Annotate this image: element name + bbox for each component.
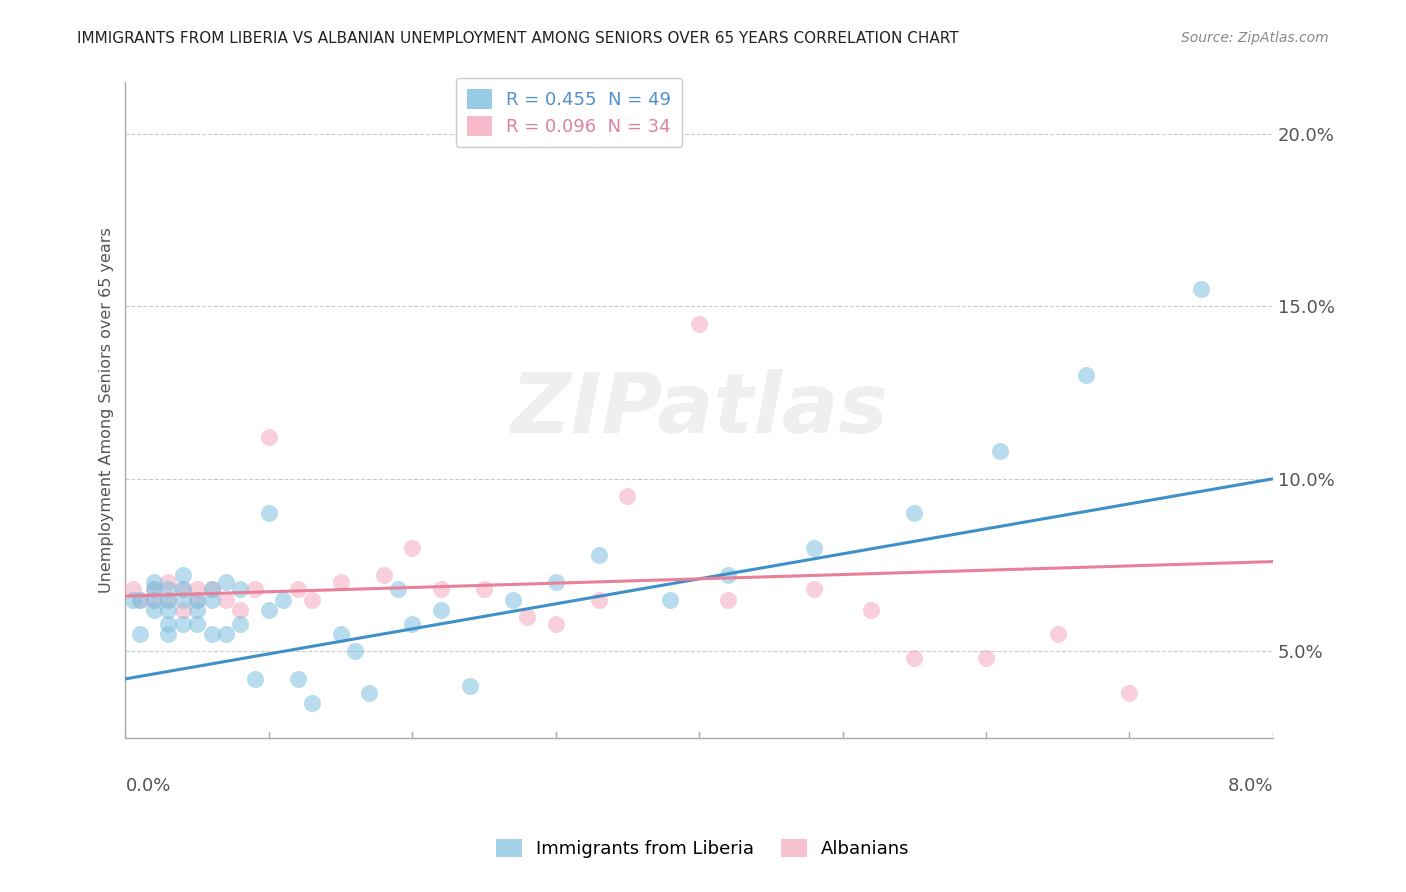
Point (215, 575, 238, 590)
Point (143, 592, 166, 607)
Point (157, 616, 180, 631)
Point (143, 575, 166, 590)
Point (143, 592, 166, 607)
Text: IMMIGRANTS FROM LIBERIA VS ALBANIAN UNEMPLOYMENT AMONG SENIORS OVER 65 YEARS COR: IMMIGRANTS FROM LIBERIA VS ALBANIAN UNEM… (77, 31, 959, 46)
Point (200, 627, 222, 641)
Point (903, 506, 925, 520)
Point (430, 603, 453, 617)
Point (186, 592, 208, 607)
Point (257, 603, 280, 617)
Point (200, 592, 222, 607)
Text: Source: ZipAtlas.com: Source: ZipAtlas.com (1181, 31, 1329, 45)
Text: 0.0%: 0.0% (125, 777, 172, 795)
Point (157, 627, 180, 641)
Point (717, 568, 740, 582)
Point (287, 582, 309, 597)
Point (287, 672, 309, 686)
Point (472, 582, 495, 597)
Point (1189, 282, 1212, 296)
Point (229, 603, 252, 617)
Point (143, 603, 166, 617)
Point (128, 592, 150, 607)
Point (157, 582, 180, 597)
Point (616, 489, 638, 503)
Point (974, 651, 997, 665)
Text: ZIPatlas: ZIPatlas (510, 369, 889, 450)
Y-axis label: Unemployment Among Seniors over 65 years: Unemployment Among Seniors over 65 years (100, 227, 114, 592)
Point (516, 609, 538, 624)
Point (186, 582, 208, 597)
Point (860, 603, 883, 617)
Point (186, 616, 208, 631)
Point (172, 582, 194, 597)
Point (172, 568, 194, 582)
Point (172, 592, 194, 607)
Point (128, 627, 150, 641)
Point (128, 592, 150, 607)
Point (200, 582, 222, 597)
Point (401, 541, 423, 555)
Point (121, 582, 143, 597)
Point (343, 644, 366, 658)
Point (172, 582, 194, 597)
Point (544, 616, 567, 631)
Point (157, 592, 180, 607)
Point (458, 679, 481, 693)
Point (803, 541, 825, 555)
Legend: Immigrants from Liberia, Albanians: Immigrants from Liberia, Albanians (489, 831, 917, 865)
Point (186, 592, 208, 607)
Text: 8.0%: 8.0% (1227, 777, 1272, 795)
Point (373, 568, 395, 582)
Point (1076, 368, 1098, 383)
Point (186, 603, 208, 617)
Point (688, 317, 710, 331)
Point (172, 616, 194, 631)
Point (659, 592, 682, 607)
Point (401, 616, 423, 631)
Point (257, 430, 280, 444)
Point (143, 582, 166, 597)
Point (803, 582, 825, 597)
Point (229, 582, 252, 597)
Point (301, 696, 323, 710)
Point (257, 506, 280, 520)
Point (243, 582, 266, 597)
Point (1118, 686, 1140, 700)
Point (544, 575, 567, 590)
Point (143, 582, 166, 597)
Point (121, 592, 143, 607)
Point (387, 582, 409, 597)
Point (430, 582, 453, 597)
Point (502, 592, 524, 607)
Point (215, 627, 238, 641)
Point (329, 627, 352, 641)
Point (271, 592, 294, 607)
Legend: R = 0.455  N = 49, R = 0.096  N = 34: R = 0.455 N = 49, R = 0.096 N = 34 (456, 78, 682, 147)
Point (329, 575, 352, 590)
Point (157, 603, 180, 617)
Point (172, 603, 194, 617)
Point (301, 592, 323, 607)
Point (588, 548, 610, 562)
Point (359, 686, 381, 700)
Point (215, 592, 238, 607)
Point (990, 444, 1012, 458)
Point (243, 672, 266, 686)
Point (903, 651, 925, 665)
Point (157, 592, 180, 607)
Point (229, 616, 252, 631)
Point (1046, 627, 1069, 641)
Point (717, 592, 740, 607)
Point (588, 592, 610, 607)
Point (200, 582, 222, 597)
Point (157, 575, 180, 590)
